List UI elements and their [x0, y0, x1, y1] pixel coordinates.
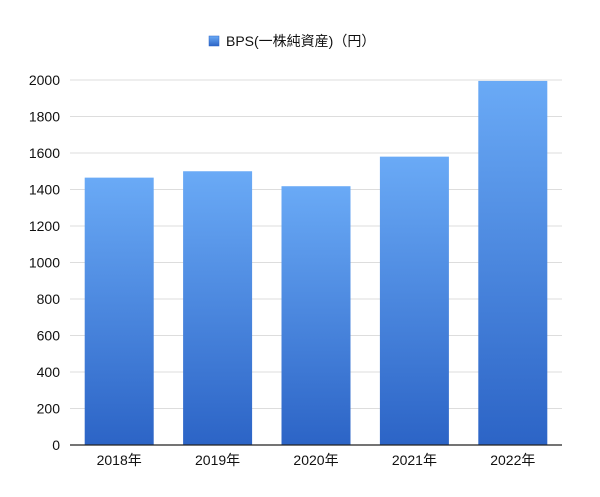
y-tick-label: 1800 — [29, 109, 60, 125]
bar — [84, 177, 154, 445]
bar — [478, 80, 548, 445]
bar — [281, 186, 351, 445]
bar — [379, 156, 449, 445]
x-tick-label: 2019年 — [195, 452, 240, 468]
x-tick-label: 2020年 — [293, 452, 338, 468]
x-tick-label: 2018年 — [97, 452, 142, 468]
legend-label: BPS(一株純資産)（円） — [226, 33, 375, 49]
y-tick-label: 1600 — [29, 145, 60, 161]
y-tick-label: 200 — [37, 401, 61, 417]
x-tick-label: 2022年 — [490, 452, 535, 468]
y-tick-label: 800 — [37, 291, 61, 307]
y-tick-label: 400 — [37, 364, 61, 380]
bars — [84, 80, 548, 445]
legend-swatch — [208, 35, 220, 47]
y-tick-label: 600 — [37, 328, 61, 344]
y-tick-label: 0 — [52, 437, 60, 453]
y-tick-label: 1200 — [29, 218, 60, 234]
y-tick-label: 1000 — [29, 255, 60, 271]
x-axis: 2018年 2019年 2020年 2021年 2022年 — [70, 444, 562, 468]
bar — [183, 171, 253, 445]
y-tick-label: 2000 — [29, 72, 60, 88]
legend: BPS(一株純資産)（円） — [208, 33, 375, 49]
x-tick-label: 2021年 — [392, 452, 437, 468]
y-axis: 0 200 400 600 800 1000 1200 1400 1600 1800 2000 — [29, 72, 60, 453]
y-tick-label: 1400 — [29, 182, 60, 198]
